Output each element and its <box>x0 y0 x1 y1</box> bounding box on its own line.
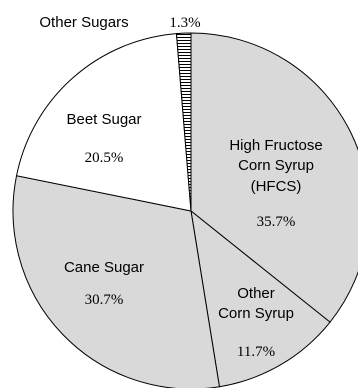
slice-label-hfcs-line-1: High Fructose <box>229 137 322 154</box>
slice-value-beet-sugar: 20.5% <box>85 150 124 166</box>
slice-label-other-corn-syrup-line-2: Corn Syrup <box>218 305 294 322</box>
pie-slice-other-corn-syrup <box>190 209 331 388</box>
slice-label-other-sugars: Other Sugars <box>39 14 128 31</box>
slice-value-hfcs: 35.7% <box>257 214 296 230</box>
slice-value-other-corn-syrup: 11.7% <box>237 344 275 360</box>
slice-label-cane-sugar-line-1: Cane Sugar <box>64 259 144 276</box>
slice-label-other-corn-syrup-line-1: Other <box>237 285 275 302</box>
pie-labels: High Fructose Corn Syrup (HFCS) 35.7% Other C… <box>39 14 322 360</box>
slice-label-hfcs-line-2: Corn Syrup <box>238 157 314 174</box>
pie-slice-other-sugars <box>175 32 192 212</box>
pie-slice-hfcs <box>190 32 358 323</box>
slice-label-beet-sugar-line-1: Beet Sugar <box>66 111 141 128</box>
slice-value-cane-sugar: 30.7% <box>85 292 124 308</box>
pie-slice-cane-sugar <box>12 175 221 388</box>
pie-slice-beet-sugar <box>15 33 192 212</box>
slice-value-other-sugars: 1.3% <box>169 15 200 31</box>
pie-slices <box>12 32 358 388</box>
slice-label-hfcs-line-3: (HFCS) <box>251 178 302 195</box>
